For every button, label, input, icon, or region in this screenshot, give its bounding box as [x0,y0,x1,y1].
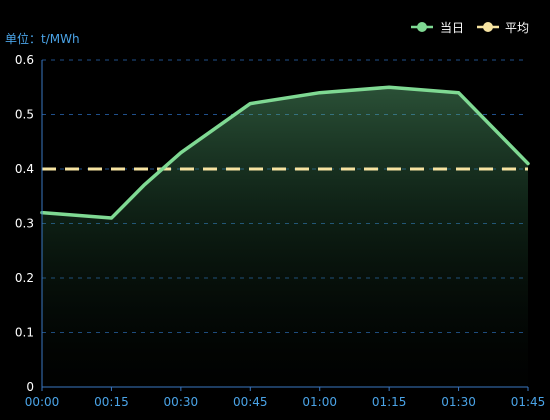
legend-item-average[interactable]: 平均 [477,21,529,35]
y-tick-label: 0.3 [15,217,34,231]
x-tick-labels: 00:00 00:15 00:30 00:45 01:00 01:15 01:30 01:45 [25,395,546,409]
today-series-area [42,87,528,387]
x-tick-label: 00:15 [94,395,129,409]
x-tick-label: 01:15 [372,395,407,409]
today-line-layer [40,85,530,220]
legend-today-label: 当日 [440,21,464,35]
y-tick-label: 0.1 [15,326,34,340]
x-tick-label: 00:30 [164,395,199,409]
today-area-layer [42,87,528,387]
y-axis-unit-label: 单位：t/MWh [5,31,80,46]
x-tick-label: 01:00 [302,395,337,409]
legend: 当日 平均 [411,21,529,35]
x-tick-label: 01:45 [511,395,546,409]
y-tick-label: 0.2 [15,271,34,285]
y-tick-labels: 0 0.1 0.2 0.3 0.4 0.5 0.6 [15,53,34,394]
y-tick-label: 0.5 [15,108,34,122]
x-tick-label: 00:00 [25,395,60,409]
legend-average-label: 平均 [505,21,529,35]
legend-average-marker [483,22,493,32]
y-tick-label: 0.6 [15,53,34,67]
legend-today-marker [417,22,427,32]
x-tick-label: 00:45 [233,395,268,409]
x-tick-label: 01:30 [441,395,476,409]
y-tick-label: 0 [26,380,34,394]
axes [41,60,529,391]
y-tick-label: 0.4 [15,162,34,176]
legend-item-today[interactable]: 当日 [411,21,464,35]
today-series-line [40,85,530,220]
